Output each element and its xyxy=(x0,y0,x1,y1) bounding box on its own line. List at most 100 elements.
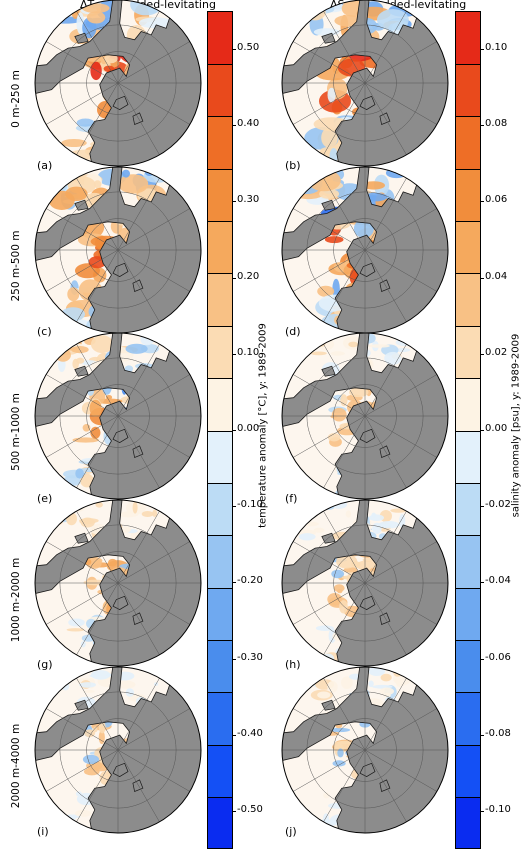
map-content xyxy=(282,333,448,499)
colorbar-level xyxy=(208,535,232,589)
colorbar-level xyxy=(208,273,232,327)
anomaly-patch xyxy=(327,87,336,103)
anomaly-patch xyxy=(353,219,374,238)
anomaly-patch xyxy=(341,676,353,689)
colorbar-tick-label: -0.08 xyxy=(485,727,511,739)
colorbar-level-boundary xyxy=(208,116,232,118)
colorbar-level xyxy=(208,483,232,537)
colorbar-tick-label: -0.02 xyxy=(485,499,511,511)
anomaly-patch xyxy=(103,65,115,72)
colorbar-tick-label: 0.04 xyxy=(485,270,508,282)
island xyxy=(112,262,129,277)
colorbar-tick-label: -0.10 xyxy=(237,499,263,511)
anomaly-patch xyxy=(337,740,353,745)
colorbar-level xyxy=(208,12,232,65)
colorbar-tick-mark xyxy=(481,353,484,355)
anomaly-patch xyxy=(53,512,64,525)
colorbar-tick-label: -0.40 xyxy=(237,727,263,739)
anomaly-patch xyxy=(90,61,102,81)
colorbar-tick-mark xyxy=(481,506,484,508)
island xyxy=(359,428,376,443)
anomaly-patch xyxy=(105,395,113,400)
anomaly-patch xyxy=(337,748,344,758)
colorbar-tick-mark xyxy=(481,658,484,660)
colorbar-level-boundary xyxy=(456,744,480,746)
panel-letter-e: (e) xyxy=(37,492,53,505)
colorbar-tick-mark xyxy=(233,430,236,431)
anomaly-patch xyxy=(310,351,327,356)
colorbar-level xyxy=(456,640,480,694)
panel-letter-g: (g) xyxy=(37,658,53,671)
map-boundary xyxy=(281,666,449,834)
anomaly-patch xyxy=(307,169,341,192)
map-content xyxy=(35,667,201,833)
anomaly-patch xyxy=(122,169,130,178)
anomaly-patch xyxy=(379,687,394,696)
anomaly-patch xyxy=(48,190,75,210)
anomaly-patch xyxy=(104,53,118,64)
polar-map-panel-c xyxy=(34,166,202,334)
colorbar-level-boundary xyxy=(208,587,232,589)
row-label-3: 1000 m-2000 m xyxy=(10,557,22,643)
panel-letter-j: (j) xyxy=(285,825,297,838)
polar-map-panel-g xyxy=(34,499,202,667)
anomaly-patch xyxy=(67,287,80,302)
polar-map-panel-j xyxy=(281,666,449,834)
colorbar-tick-mark xyxy=(481,734,484,736)
colorbar-tick-mark xyxy=(481,810,484,812)
colorbar-level-boundary xyxy=(208,63,232,65)
colorbar-level-boundary xyxy=(208,535,232,537)
anomaly-patch xyxy=(348,341,359,348)
anomaly-patch xyxy=(82,754,100,765)
temperature-colorbar xyxy=(207,11,233,849)
panel-letter-i: (i) xyxy=(37,825,49,838)
colorbar-level-boundary xyxy=(456,587,480,589)
colorbar-level-boundary xyxy=(456,63,480,65)
right-column-title: ΔS, embedded-levitating xyxy=(330,0,467,11)
anomaly-patch xyxy=(79,682,96,688)
colorbar-tick-mark xyxy=(233,734,236,736)
colorbar-tick-label: 0.10 xyxy=(237,346,260,358)
anomaly-patch xyxy=(329,727,351,733)
anomaly-patch xyxy=(140,333,155,346)
colorbar-level-boundary xyxy=(456,692,480,694)
row-label-4: 2000 m-4000 m xyxy=(10,723,22,809)
polar-map-panel-b xyxy=(281,0,449,167)
colorbar-tick-mark xyxy=(233,49,236,51)
panel-letter-h: (h) xyxy=(285,658,301,671)
meridian-line xyxy=(292,374,438,458)
anomaly-patch xyxy=(107,558,118,567)
colorbar-level xyxy=(456,273,480,327)
anomaly-patch xyxy=(390,508,407,513)
colorbar-level xyxy=(456,483,480,537)
map-content xyxy=(282,667,448,833)
anomaly-patch xyxy=(380,673,392,682)
colorbar-level-boundary xyxy=(456,273,480,275)
colorbar-tick-mark xyxy=(481,49,484,51)
colorbar-level xyxy=(208,64,232,118)
anomaly-patch xyxy=(93,726,98,733)
colorbar-tick-mark xyxy=(481,277,484,279)
meridian-line xyxy=(45,374,191,458)
anomaly-patch xyxy=(329,148,338,164)
island xyxy=(359,595,376,610)
colorbar-level xyxy=(456,588,480,641)
anomaly-patch xyxy=(332,760,346,767)
salinity-colorbar-label: salinity anomaly [psu], y: 1989-2009 xyxy=(510,333,522,518)
anomaly-patch xyxy=(132,501,138,514)
meridian-line xyxy=(45,541,191,625)
colorbar-tick-label: 0.20 xyxy=(237,270,260,282)
colorbar-level-boundary xyxy=(456,325,480,327)
colorbar-tick-label: 0.02 xyxy=(485,346,508,358)
colorbar-tick-mark xyxy=(481,430,484,431)
colorbar-level xyxy=(456,169,480,222)
polar-map-panel-f xyxy=(281,332,449,500)
colorbar-level xyxy=(208,431,232,484)
colorbar-level xyxy=(456,745,480,799)
colorbar-level xyxy=(456,12,480,65)
colorbar-level-boundary xyxy=(456,116,480,118)
meridian-line xyxy=(292,541,438,625)
colorbar-level-boundary xyxy=(456,430,480,432)
anomaly-patch xyxy=(82,3,110,13)
colorbar-tick-label: -0.04 xyxy=(485,575,511,587)
